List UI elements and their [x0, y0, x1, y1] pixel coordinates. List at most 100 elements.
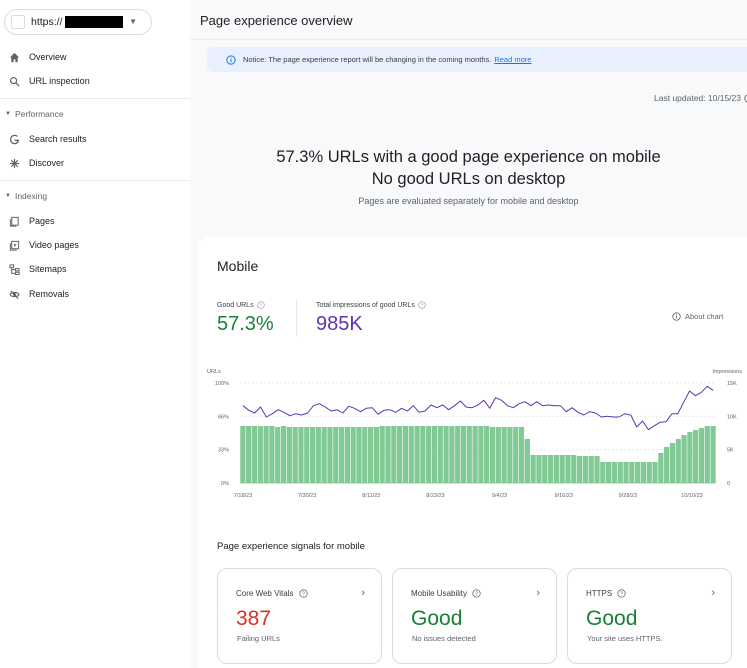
sidebar-item-label: Sitemaps — [29, 264, 67, 274]
chart-bar — [600, 462, 606, 483]
chart-bar — [333, 427, 339, 483]
chart-bar — [640, 462, 647, 483]
caret-down-icon: ▼ — [129, 17, 137, 26]
home-icon — [8, 51, 20, 63]
right-axis-title: Impressions — [712, 369, 742, 375]
about-chart-button[interactable]: About chart — [672, 312, 723, 321]
sidebar: https:// ▼ Overview URL inspection ▼ Per… — [0, 0, 190, 668]
chevron-right-icon: › — [361, 587, 365, 599]
chart-bar — [513, 427, 519, 483]
chart-bar — [449, 426, 455, 483]
chart-bar — [257, 426, 263, 483]
help-icon[interactable]: ? — [472, 589, 481, 598]
x-tick-label: 9/28/23 — [619, 493, 637, 499]
sidebar-item-label: Video pages — [29, 240, 79, 250]
sidebar-item-sitemaps[interactable]: Sitemaps — [0, 259, 190, 279]
sidebar-section-indexing[interactable]: ▼ Indexing — [0, 188, 190, 204]
chevron-down-icon: ▼ — [5, 193, 11, 199]
chart-bar — [292, 427, 298, 483]
mobile-usability-card[interactable]: Mobile Usability ? › Good No issues dete… — [392, 568, 557, 664]
metric-separator — [296, 299, 297, 337]
signal-value: Good — [411, 607, 463, 630]
chart-bar — [588, 456, 594, 483]
chart-bar — [362, 427, 368, 483]
chart-bar — [460, 426, 467, 483]
chart-bar — [455, 426, 461, 483]
sidebar-item-search-results[interactable]: Search results — [0, 129, 190, 149]
svg-text:?: ? — [421, 303, 424, 308]
chart-bar — [687, 432, 693, 483]
chart-bar — [251, 426, 258, 483]
chart-bar — [344, 427, 350, 483]
good-urls-label: Good URLs ? — [217, 301, 265, 309]
site-favicon — [11, 15, 25, 29]
right-tick-label: 0 — [727, 481, 730, 487]
sidebar-item-removals[interactable]: Removals — [0, 284, 190, 304]
chart-bar — [408, 426, 414, 483]
signal-name: Mobile Usability ? — [411, 589, 481, 598]
help-icon[interactable]: ? — [298, 589, 308, 598]
help-icon[interactable]: ? — [418, 301, 426, 309]
chart-bar — [379, 426, 385, 483]
chart-bar — [368, 427, 374, 483]
chart-bar — [681, 435, 687, 483]
summary-subtitle: Pages are evaluated separately for mobil… — [358, 196, 579, 206]
sidebar-item-url-inspection[interactable]: URL inspection — [0, 71, 190, 91]
chart-bar — [704, 426, 710, 483]
chart-bar — [669, 443, 676, 483]
signal-name: HTTPS ? — [586, 589, 626, 598]
help-icon[interactable]: ? — [744, 94, 747, 103]
impressions-line — [242, 385, 714, 431]
property-selector[interactable]: https:// ▼ — [4, 9, 152, 35]
chart-bar — [530, 455, 536, 483]
chart-bar — [571, 455, 577, 483]
chart-bar — [489, 427, 496, 483]
chart-bar — [646, 462, 652, 483]
chart-bar — [263, 426, 269, 483]
chart-bar — [286, 427, 292, 483]
good-urls-chart: URLs Impressions 100% 66% 33% 0% 15K 10K 5K 0 7/18… — [207, 369, 742, 499]
left-axis-title: URLs — [207, 369, 221, 375]
chart-bar — [240, 426, 246, 483]
sidebar-item-label: Discover — [29, 158, 65, 168]
info-icon — [226, 54, 236, 65]
chart-bar — [559, 455, 565, 483]
chart-bar — [501, 427, 507, 483]
right-tick-label: 10K — [727, 414, 737, 420]
chart-bar — [664, 447, 670, 483]
chart-bar — [466, 426, 472, 483]
chart-bar — [524, 439, 530, 483]
notice-banner: Notice: The page experience report will … — [207, 47, 747, 72]
sidebar-section-performance[interactable]: ▼ Performance — [0, 106, 190, 122]
sidebar-item-label: URL inspection — [29, 76, 90, 86]
mobile-card: Mobile Good URLs ? 57.3% Total impressio… — [198, 237, 747, 668]
chart-bar — [373, 427, 380, 483]
sidebar-item-overview[interactable]: Overview — [0, 47, 190, 67]
help-icon[interactable]: ? — [617, 589, 626, 598]
help-icon[interactable]: ? — [256, 301, 265, 309]
signal-name-text: Core Web Vitals — [236, 589, 294, 598]
video-pages-icon — [8, 239, 20, 251]
chart-bar — [547, 455, 554, 483]
chart-bar — [582, 456, 588, 483]
x-tick-label: 7/30/23 — [298, 493, 316, 499]
read-more-link[interactable]: Read more — [494, 55, 532, 64]
search-icon — [8, 75, 20, 87]
core-web-vitals-card[interactable]: Core Web Vitals ? › 387 Failing URLs — [217, 568, 382, 664]
sidebar-item-discover[interactable]: Discover — [0, 153, 190, 173]
sidebar-section-label: Indexing — [14, 191, 48, 201]
sidebar-item-pages[interactable]: Pages — [0, 211, 190, 231]
chart-bar — [675, 439, 681, 483]
chart-bar — [472, 426, 478, 483]
impressions-label-text: Total impressions of good URLs — [316, 301, 415, 309]
chart-bar — [414, 426, 420, 483]
chart-bar — [542, 455, 548, 483]
sidebar-item-video-pages[interactable]: Video pages — [0, 235, 190, 255]
chart-bar — [698, 428, 705, 483]
header-divider — [190, 39, 747, 40]
sidebar-item-label: Search results — [29, 134, 87, 144]
chart-bar — [443, 426, 449, 483]
https-card[interactable]: HTTPS ? › Good Your site uses HTTPS. — [567, 568, 732, 664]
mobile-summary-headline: 57.3% URLs with a good page experience o… — [276, 148, 661, 166]
chevron-right-icon: › — [711, 587, 715, 599]
